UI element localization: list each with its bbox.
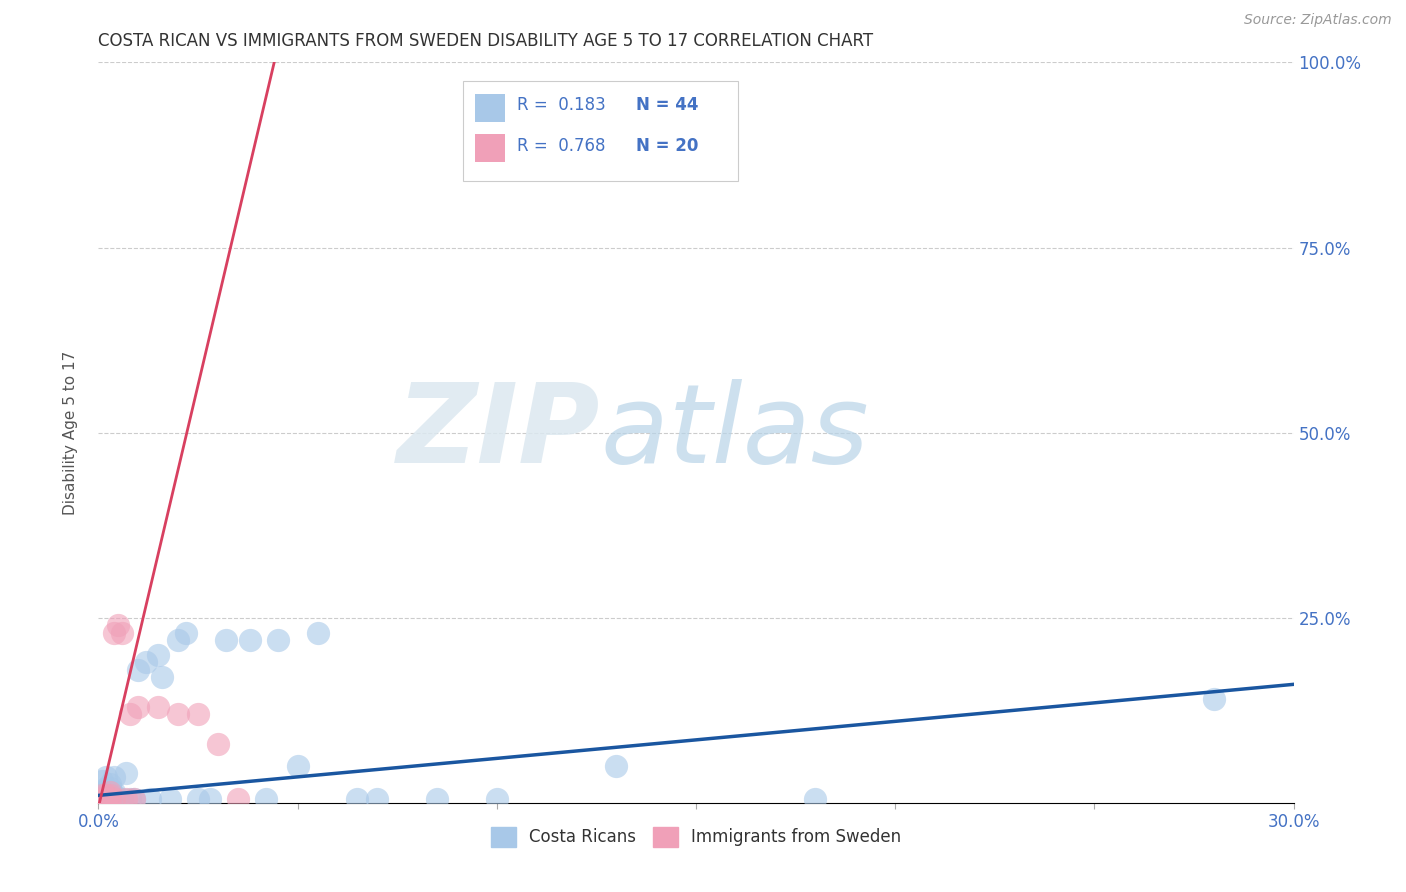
Text: N = 20: N = 20 <box>636 137 699 155</box>
Point <box>98 785 122 799</box>
Point <box>485 792 508 806</box>
Point <box>1202 692 1225 706</box>
Point <box>148 699 170 714</box>
Point <box>96 792 118 806</box>
Point <box>174 625 197 640</box>
Point <box>804 792 827 806</box>
Point <box>124 792 146 806</box>
Point <box>226 792 249 806</box>
Bar <box>475 94 505 121</box>
Point <box>198 792 221 806</box>
Point <box>103 625 125 640</box>
Point <box>115 792 138 806</box>
Point <box>96 789 118 803</box>
Point <box>135 655 157 669</box>
Point <box>167 706 190 721</box>
Point <box>107 618 129 632</box>
Point <box>91 789 114 803</box>
Point <box>91 792 114 806</box>
Point <box>111 625 134 640</box>
Text: COSTA RICAN VS IMMIGRANTS FROM SWEDEN DISABILITY AGE 5 TO 17 CORRELATION CHART: COSTA RICAN VS IMMIGRANTS FROM SWEDEN DI… <box>98 32 873 50</box>
Text: atlas: atlas <box>600 379 869 486</box>
Point <box>115 766 138 780</box>
Bar <box>463 81 738 181</box>
Point <box>159 792 181 806</box>
Point <box>307 625 329 640</box>
Point <box>215 632 238 647</box>
Text: N = 44: N = 44 <box>636 96 699 114</box>
Point <box>127 663 149 677</box>
Point <box>120 706 142 721</box>
Point <box>91 792 114 806</box>
Bar <box>475 135 505 162</box>
Point <box>98 789 122 803</box>
Point <box>107 792 129 806</box>
Point <box>96 792 118 806</box>
Point <box>91 785 114 799</box>
Point <box>103 792 125 806</box>
Legend: Costa Ricans, Immigrants from Sweden: Costa Ricans, Immigrants from Sweden <box>484 820 908 854</box>
Point <box>91 789 114 803</box>
Point <box>98 777 122 791</box>
Point <box>287 758 309 772</box>
Point <box>239 632 262 647</box>
Point <box>111 792 134 806</box>
Point <box>124 792 146 806</box>
Point <box>96 770 118 784</box>
Point <box>91 773 114 788</box>
Point <box>267 632 290 647</box>
Point <box>98 780 122 795</box>
Point <box>98 785 122 799</box>
Point <box>103 785 125 799</box>
Point <box>187 792 209 806</box>
Point <box>187 706 209 721</box>
Point <box>150 670 173 684</box>
Text: R =  0.768: R = 0.768 <box>517 137 605 155</box>
Point <box>103 770 125 784</box>
Point <box>346 792 368 806</box>
Point <box>120 792 142 806</box>
Text: R =  0.183: R = 0.183 <box>517 96 606 114</box>
Point <box>366 792 388 806</box>
Text: ZIP: ZIP <box>396 379 600 486</box>
Point <box>207 737 229 751</box>
Point <box>167 632 190 647</box>
Point <box>96 789 118 803</box>
Text: Source: ZipAtlas.com: Source: ZipAtlas.com <box>1244 13 1392 28</box>
Point <box>139 792 162 806</box>
Point <box>96 780 118 795</box>
Point <box>103 789 125 803</box>
Point <box>605 758 627 772</box>
Point <box>98 792 122 806</box>
Point <box>148 648 170 662</box>
Point <box>426 792 449 806</box>
Y-axis label: Disability Age 5 to 17: Disability Age 5 to 17 <box>63 351 77 515</box>
Point <box>127 699 149 714</box>
Point <box>96 792 118 806</box>
Point <box>98 789 122 803</box>
Point <box>254 792 277 806</box>
